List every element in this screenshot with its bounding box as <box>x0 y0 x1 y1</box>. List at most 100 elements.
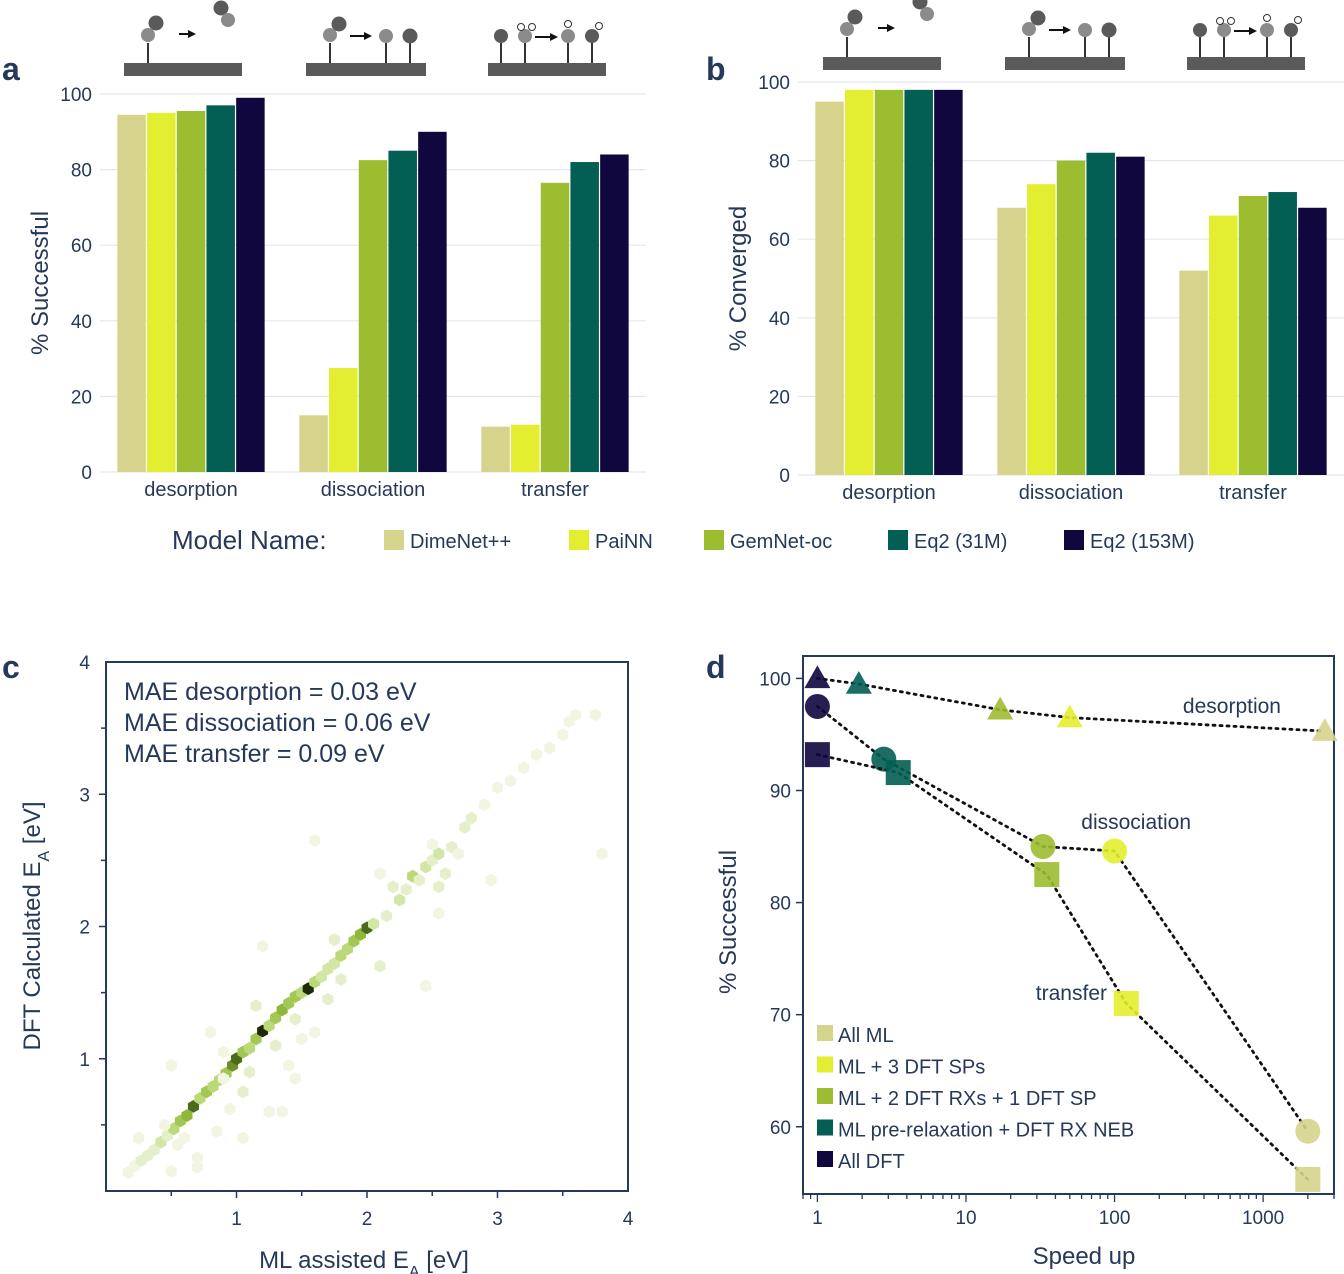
legend-item-label: GemNet-oc <box>730 531 832 553</box>
legend-item-label: PaiNN <box>595 531 653 553</box>
surface-slab <box>823 57 941 70</box>
hexbin-cell <box>328 933 340 947</box>
atom <box>912 0 928 10</box>
hexbin-cell <box>341 942 353 956</box>
y-tick-label: 60 <box>770 1118 791 1139</box>
hexbin-cell <box>315 970 327 984</box>
marker-transfer <box>1113 990 1139 1016</box>
legend-item-label: DimeNet++ <box>410 531 511 553</box>
hexbin-cell <box>283 1059 295 1072</box>
hexbin-cell <box>263 1105 275 1119</box>
hexbin-cell <box>322 992 334 1006</box>
atom <box>148 15 164 31</box>
small-atom <box>564 20 572 28</box>
panel-letter-b: b <box>706 51 726 87</box>
y-axis-label-unit: [eV] <box>19 802 46 851</box>
legend-item-label: ML + 2 DFT RXs + 1 DFT SP <box>838 1088 1097 1110</box>
small-atom <box>1263 14 1271 22</box>
panel-letter-c: c <box>2 649 20 685</box>
marker-desorption <box>1311 718 1338 741</box>
hexbin-cell <box>478 798 490 812</box>
bar-eq2-31m--dissociation <box>388 150 417 472</box>
atom <box>402 28 418 44</box>
x-category-label: transfer <box>521 479 589 501</box>
hexbin-cell <box>328 957 340 970</box>
legend-swatch <box>817 1151 833 1167</box>
small-atom <box>595 22 603 30</box>
x-axis-label-unit: [eV] <box>420 1247 469 1274</box>
bar-eq2-31m--transfer <box>570 162 599 473</box>
legend-swatch <box>569 530 589 550</box>
hexbin-cell <box>374 959 386 973</box>
y-axis-label-sub: A <box>36 851 53 862</box>
hexbin-cell <box>439 867 451 880</box>
hexbin-cell <box>309 834 321 847</box>
marker-desorption <box>804 665 831 689</box>
bar-gemnet-oc-desorption <box>874 89 904 476</box>
bar-dimenet--dissociation <box>997 207 1026 475</box>
panel-letter-a: a <box>2 51 20 87</box>
hexbin-cell <box>381 909 393 923</box>
bar-painn-desorption <box>147 112 176 473</box>
bar-eq2-153m--desorption <box>934 89 963 476</box>
hexbin-cell <box>250 1032 262 1046</box>
hexbin-cell <box>368 917 380 931</box>
legend-swatch <box>817 1119 833 1136</box>
atom <box>494 29 508 43</box>
legend-swatch <box>704 530 724 550</box>
arrow-head <box>188 30 196 38</box>
atom <box>1193 23 1207 37</box>
bar-gemnet-oc-transfer <box>540 182 570 472</box>
bar-painn-dissociation <box>1027 184 1056 475</box>
bar-eq2-153m--dissociation <box>418 131 447 473</box>
y-tick-label: 40 <box>71 312 92 333</box>
x-category-label: dissociation <box>321 479 426 501</box>
small-atom <box>1227 17 1235 25</box>
hexbin-cell <box>270 1011 282 1025</box>
atom <box>323 28 337 42</box>
model-legend: Model Name: DimeNet++ PaiNN GemNet-oc Eq2 (3… <box>172 525 1195 555</box>
legend-swatch <box>888 530 908 550</box>
hexbin-cell <box>433 906 445 920</box>
panel-b-bar-chart: 0 20 40 60 80 100 % Converged desorption dissoci… <box>725 73 1344 504</box>
y-tick-label: 4 <box>79 653 90 674</box>
hexbin-cell <box>518 761 530 775</box>
hexbin-cell <box>244 1041 256 1055</box>
series-line-transfer <box>816 753 1310 1181</box>
hexbin-cell <box>387 880 399 894</box>
bar-dimenet--transfer <box>481 426 510 472</box>
y-axis-label: % Successful <box>715 850 742 994</box>
legend-item-label: Eq2 (153M) <box>1090 531 1195 553</box>
hexbin-cell <box>237 1131 249 1145</box>
y-tick-label: 90 <box>770 782 791 803</box>
hexbin-cell <box>289 1072 301 1085</box>
hexbin-cell <box>204 1025 216 1039</box>
hexbin-cell <box>133 1131 145 1145</box>
bar-eq2-31m--desorption <box>904 89 933 476</box>
marker-desorption <box>1056 704 1083 728</box>
legend-swatch <box>1064 530 1084 550</box>
mae-annotation: MAE transfer = 0.09 eV <box>124 740 385 768</box>
surface-slab <box>1187 57 1305 70</box>
x-tick-label: 1 <box>231 1209 242 1230</box>
atom <box>1022 22 1036 36</box>
x-tick-label: 4 <box>623 1209 634 1230</box>
bar-eq2-153m--transfer <box>600 154 629 473</box>
y-axis-label-main: DFT Calculated E <box>19 862 46 1051</box>
marker-dissociation <box>1102 838 1128 864</box>
hexbin-cell <box>413 873 425 887</box>
y-tick-label: 80 <box>770 894 791 915</box>
hexbin-cell <box>289 1012 301 1026</box>
x-category-label: desorption <box>842 482 935 504</box>
arrow-head <box>887 24 895 32</box>
hexbin-cell <box>165 1059 177 1072</box>
legend-item-label: All DFT <box>838 1151 905 1173</box>
atom <box>840 22 854 36</box>
y-tick-label: 0 <box>779 466 790 487</box>
bar-dimenet--desorption <box>815 101 844 476</box>
hexbin-cell <box>589 708 601 722</box>
atom <box>1030 10 1046 26</box>
bar-painn-desorption <box>845 89 874 476</box>
hexbin-cell <box>544 741 556 755</box>
